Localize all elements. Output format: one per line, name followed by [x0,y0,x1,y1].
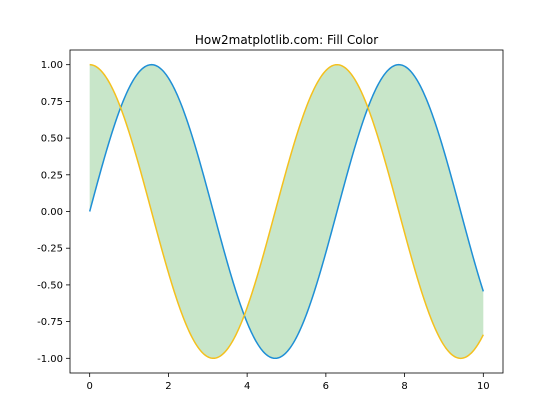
y-tick-label: 0.50 [41,134,63,145]
x-tick-label: 4 [244,381,250,392]
fill-between-region [89,64,484,359]
y-tick-label: -0.75 [37,317,63,328]
y-tick-label: -0.25 [37,244,63,255]
x-tick-label: 6 [323,381,329,392]
x-tick-label: 2 [165,381,171,392]
x-tick-label: 10 [477,381,490,392]
y-tick-label: 0.25 [41,170,63,181]
chart-title: How2matplotlib.com: Fill Color [195,33,378,47]
x-axis: 0 2 4 6 8 10 [86,373,490,392]
cos-series-line [89,63,484,360]
y-tick-label: 0.75 [41,97,63,108]
plot-area [88,63,485,360]
y-tick-label: 1.00 [41,60,63,71]
y-tick-label: -0.50 [37,280,63,291]
sin-series-line [88,63,485,360]
x-tick-label: 8 [401,381,407,392]
y-axis: 1.00 0.75 0.50 0.25 0.00 -0.25 -0.50 -0.75 -1.00 [37,60,70,365]
y-tick-label: 0.00 [41,207,63,218]
x-tick-label: 0 [86,381,92,392]
y-tick-label: -1.00 [37,354,63,365]
